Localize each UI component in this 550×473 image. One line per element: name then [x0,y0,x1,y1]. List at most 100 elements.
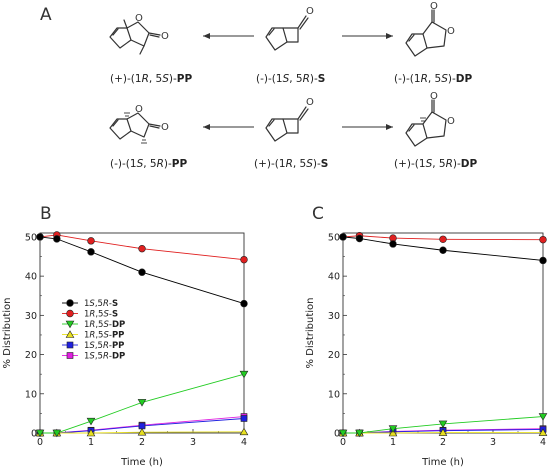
molecule-s-1r5s: O [265,97,314,142]
molecule-dp-1r5s: O O [405,1,455,57]
series-1r-5s-dp [338,413,548,438]
x-tick-label: 0 [340,437,346,448]
y-tick-label: 30 [25,311,37,322]
x-tick-label: 3 [490,437,496,448]
x-tick-label: 4 [241,437,247,448]
data-point [388,425,398,433]
data-point [239,370,249,379]
y-tick-label: 10 [328,389,340,400]
legend-entry: 1R,5S-S [84,310,118,320]
atom-o: O [430,91,438,102]
atom-o: O [447,26,455,37]
data-point [438,428,448,436]
label-s-1s5r: (-)-(1S, 5R)-S [256,73,325,85]
data-point [339,233,347,241]
series-1r-5s-s [36,231,248,264]
x-tick-label: 3 [190,437,196,448]
label-dp-1s5r: (+)-(1S, 5R)-DP [394,158,477,170]
arrow-left-1 [203,33,254,39]
y-tick-label: 50 [328,232,340,243]
x-tick-label: 1 [88,437,94,448]
chart-c: 0 10 20 30 40 50 0 1 2 3 4 Time (h) % Distribution [305,232,548,468]
chart-b: 0 10 20 30 40 50 0 1 2 3 4 Time (h) % Distribution 1S… [2,231,249,468]
data-point [539,235,547,244]
legend-marker [66,341,74,349]
data-point [539,256,547,265]
panel-letter-a: A [40,5,52,25]
atom-o: O [306,97,314,108]
label-pp-1s5r: (-)-(1S, 5R)-PP [110,158,187,170]
data-point [86,417,96,426]
y-tick-label: 40 [328,272,340,283]
legend-marker [66,309,74,318]
data-point [538,428,548,436]
molecule-dp-1s5r: O O [405,91,455,147]
data-point [240,255,248,264]
data-point [53,235,61,243]
data-point [36,233,44,241]
atom-o: O [135,13,143,24]
y-tick-label: 50 [25,232,37,243]
series-1r-5s-s [339,232,547,244]
legend: 1S,5R-S1R,5S-S1R,5S-DP1R,5S-PP1S,5R-PP1S… [62,299,125,362]
atom-o: O [430,1,438,12]
molecule-pp-1r5s: O O [109,13,169,55]
data-point [138,268,146,276]
legend-marker [66,299,74,307]
x-tick-label: 2 [139,437,145,448]
data-point [355,429,364,438]
series-1r-5s-dp [35,370,249,438]
data-point [137,399,147,407]
data-point [355,234,364,243]
data-point [35,429,45,438]
y-tick-label: 30 [328,311,340,322]
y-tick-label: 20 [25,350,37,361]
y-tick-label: 0 [334,429,340,440]
data-point [338,429,348,438]
data-point [438,420,448,429]
arrow-right-2 [342,124,393,130]
y-axis-title: % Distribution [305,297,316,368]
data-point [240,415,248,422]
x-axis-title: Time (h) [421,457,464,468]
data-point [87,248,95,256]
y-tick-label: 40 [25,272,37,283]
arrow-left-2 [203,124,254,130]
x-tick-label: 1 [390,437,396,448]
series-1s-5r-s [339,233,547,265]
atom-o: O [306,6,314,17]
data-point [389,240,397,248]
atom-o: O [447,116,455,127]
data-point [52,429,62,438]
x-tick-label: 0 [37,437,43,448]
legend-entry: 1S,5R-S [84,299,118,309]
legend-entry: 1R,5S-PP [84,331,124,341]
data-point [439,235,447,243]
label-pp-1r5s: (+)-(1R, 5S)-PP [110,73,192,85]
data-point [240,299,248,308]
plot-frame [342,232,544,434]
data-point [86,428,96,437]
data-point [538,413,548,421]
y-axis-title: % Distribution [2,297,13,368]
data-point [137,428,147,436]
legend-marker [65,320,75,329]
molecule-s-1s5r: O [265,6,314,51]
atom-o: O [135,104,143,115]
data-point [87,237,95,245]
data-point [239,427,249,436]
data-point [439,246,447,254]
y-tick-label: 0 [31,429,37,440]
panel-letter-c: C [312,204,324,224]
legend-entry: 1S,5R-PP [84,341,124,351]
x-tick-label: 4 [540,437,546,448]
series-1s-5r-s [36,233,248,308]
label-s-1r5s: (+)-(1R, 5S)-S [254,158,328,170]
atom-o: O [161,31,169,42]
data-point [138,244,146,253]
y-tick-label: 20 [328,350,340,361]
legend-entry: 1R,5S-DP [84,320,125,330]
legend-marker [65,330,75,338]
